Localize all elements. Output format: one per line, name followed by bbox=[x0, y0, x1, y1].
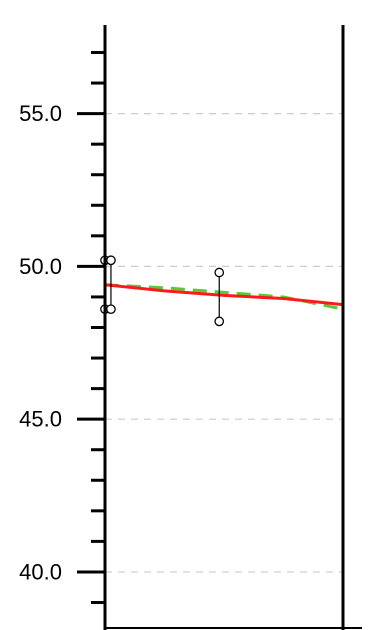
y-tick-labels: 55.0 50.0 45.0 40.0 bbox=[19, 101, 62, 584]
y-ticks bbox=[77, 51, 105, 604]
series-line-0 bbox=[104, 283, 344, 307]
y-tick-label-3: 40.0 bbox=[19, 559, 62, 584]
axes bbox=[103, 25, 362, 630]
observation-point bbox=[214, 316, 225, 327]
y-tick-label-0: 55.0 bbox=[19, 101, 62, 126]
y-tick-label-2: 45.0 bbox=[19, 407, 62, 432]
observation-point bbox=[106, 255, 116, 266]
grid-lines bbox=[105, 113, 343, 573]
observation-point bbox=[214, 267, 225, 278]
observation-point bbox=[106, 304, 116, 315]
y-tick-label-1: 50.0 bbox=[19, 254, 62, 279]
series-lines bbox=[104, 283, 344, 311]
